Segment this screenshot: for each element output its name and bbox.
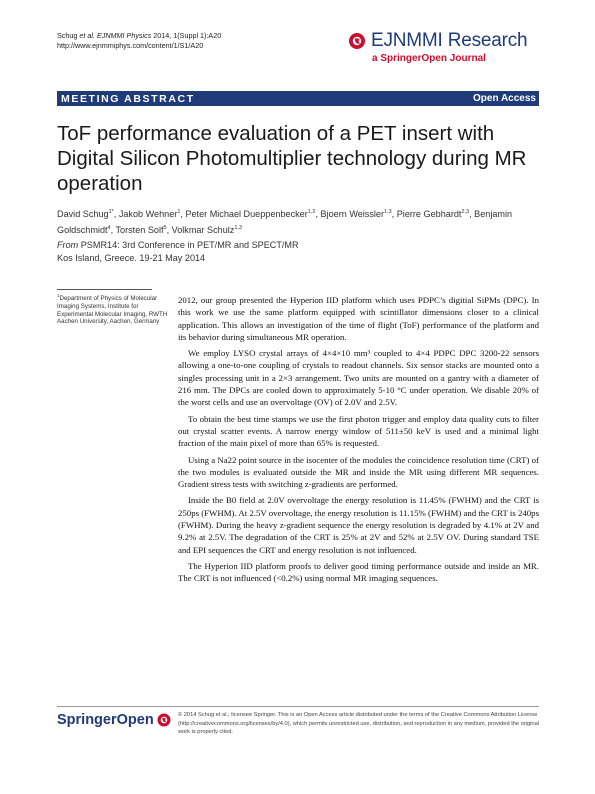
- author[interactable]: Volkmar Schulz1,3: [171, 224, 242, 235]
- author[interactable]: Pierre Gebhardt2,3: [396, 209, 470, 220]
- affiliation-divider: [57, 289, 152, 290]
- article-type-label: MEETING ABSTRACT: [61, 92, 195, 105]
- journal-line: Schug et al. EJNMMI Physics 2014, 1(Supp…: [57, 31, 222, 40]
- copyright-notice: © 2014 Schug et al.; licensee Springer. …: [178, 712, 540, 736]
- publisher-logo-text: SpringerOpen: [57, 712, 154, 728]
- affiliation: 1Department of Physics of Molecular Imag…: [57, 293, 168, 326]
- abstract-body: 2012, our group presented the Hyperion I…: [178, 294, 539, 589]
- author[interactable]: Torsten Solf5: [115, 224, 167, 235]
- body-paragraph: We employ LYSO crystal arrays of 4×4×10 …: [178, 348, 539, 408]
- open-access-label: Open Access: [473, 93, 536, 104]
- publisher-logo: SpringerOpen: [57, 712, 171, 728]
- body-paragraph: 2012, our group presented the Hyperion I…: [178, 295, 539, 342]
- article-url[interactable]: http://www.ejnmmiphys.com/content/1/S1/A…: [57, 41, 204, 50]
- conference-info: From PSMR14: 3rd Conference in PET/MR an…: [57, 239, 539, 265]
- body-paragraph: To obtain the best time stamps we use th…: [178, 413, 539, 449]
- citation-block: Schug et al. EJNMMI Physics 2014, 1(Supp…: [57, 31, 221, 51]
- author[interactable]: Benjamin Goldschmidt4: [57, 209, 513, 235]
- springer-horse-icon: [157, 713, 171, 727]
- body-paragraph: Using a Na22 point source in the isocent…: [178, 454, 539, 490]
- journal-name: EJNMMI Research: [371, 30, 528, 51]
- conference-name: From PSMR14: 3rd Conference in PET/MR an…: [57, 240, 299, 250]
- footer-divider: [57, 706, 539, 707]
- article-type-banner: MEETING ABSTRACT Open Access: [57, 91, 539, 106]
- journal-logo: EJNMMI Research a SpringerOpen Journal: [348, 30, 543, 76]
- conference-location: Kos Island, Greece. 19-21 May 2014: [57, 253, 206, 263]
- author-list: David Schug1*, Jakob Wehner1, Peter Mich…: [57, 209, 513, 235]
- body-paragraph: Inside the B0 field at 2.0V overvoltage …: [178, 495, 540, 555]
- springer-horse-icon: [349, 33, 365, 49]
- journal-tagline: a SpringerOpen Journal: [372, 53, 486, 64]
- author[interactable]: Peter Michael Dueppenbecker1,2: [185, 209, 316, 220]
- author[interactable]: Bjoern Weissler1,3: [320, 209, 392, 220]
- author[interactable]: David Schug1*: [57, 209, 114, 220]
- body-paragraph: The Hyperion IID platform proofs to deli…: [178, 560, 539, 584]
- author[interactable]: Jakob Wehner1: [118, 209, 181, 220]
- article-title: ToF performance evaluation of a PET inse…: [57, 122, 527, 195]
